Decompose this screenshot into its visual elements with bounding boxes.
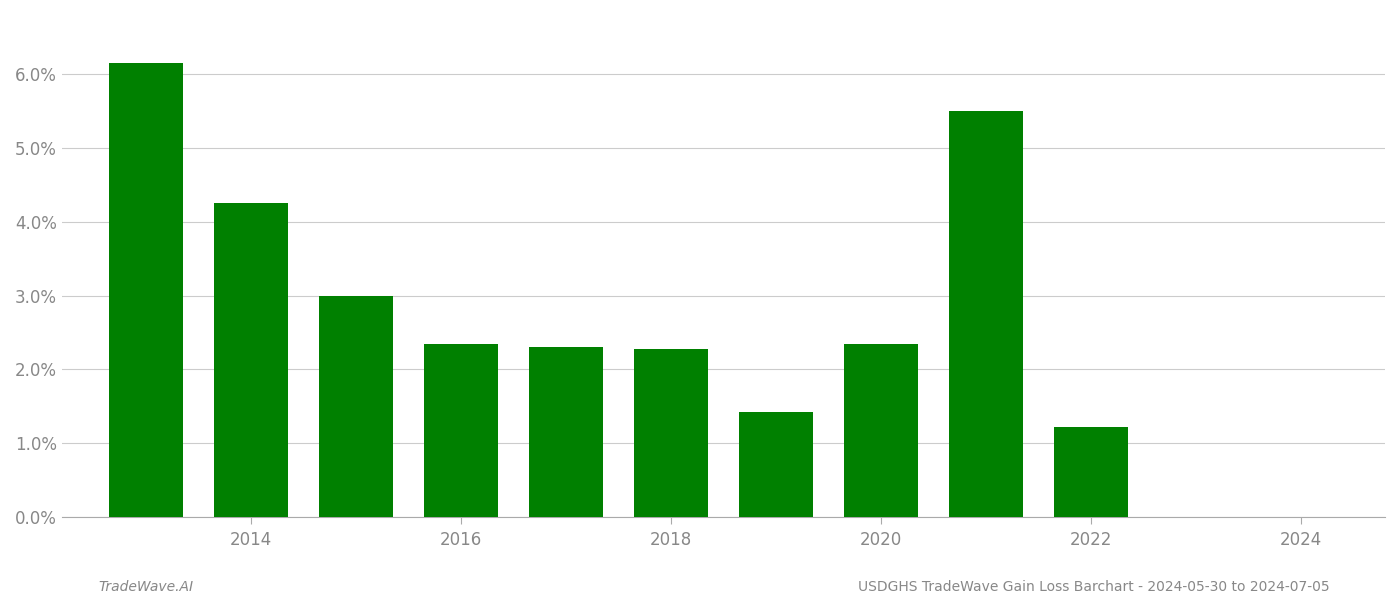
Bar <box>319 296 392 517</box>
Bar <box>529 347 602 517</box>
Text: USDGHS TradeWave Gain Loss Barchart - 2024-05-30 to 2024-07-05: USDGHS TradeWave Gain Loss Barchart - 20… <box>858 580 1330 594</box>
Bar <box>424 344 497 517</box>
Bar <box>109 63 182 517</box>
Text: TradeWave.AI: TradeWave.AI <box>98 580 193 594</box>
Bar <box>634 349 707 517</box>
Bar <box>949 111 1023 517</box>
Bar <box>1054 427 1128 517</box>
Bar <box>214 203 287 517</box>
Bar <box>844 344 918 517</box>
Bar <box>739 412 812 517</box>
